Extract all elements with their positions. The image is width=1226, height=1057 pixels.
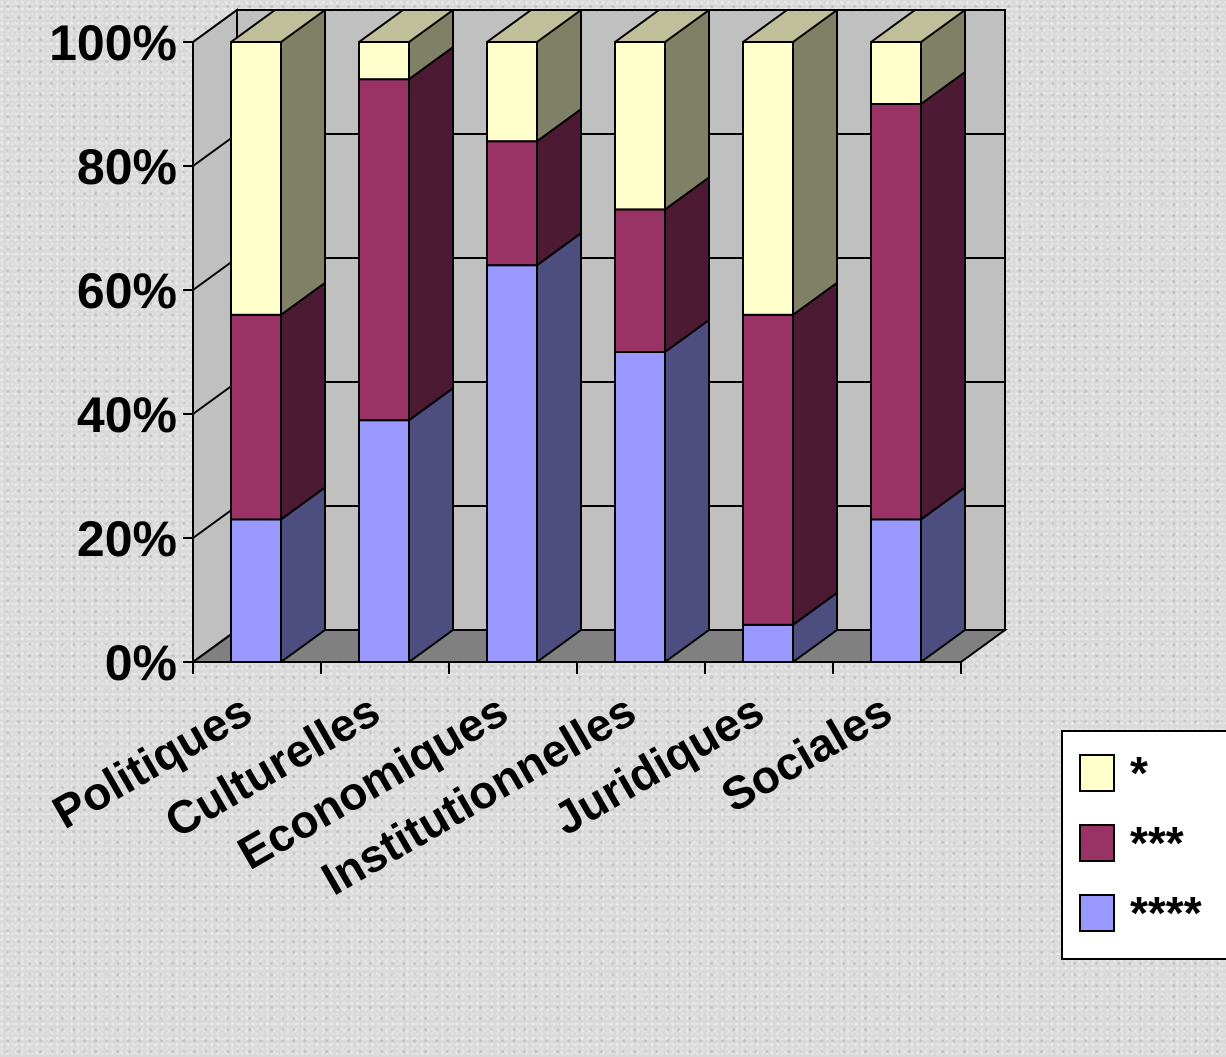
bar-segment: [614, 9, 710, 211]
bar-segment: [230, 9, 326, 316]
bar-side-face: [792, 9, 838, 316]
bar-side-face: [408, 46, 454, 422]
y-tick-label: 0%: [105, 635, 177, 691]
bar-side-face: [280, 9, 326, 316]
y-tick-label: 100%: [49, 15, 177, 71]
bar-segment: [870, 486, 966, 664]
y-tick-label: 80%: [77, 139, 177, 195]
legend-swatch: [1079, 824, 1115, 862]
bar-side-face: [664, 319, 710, 663]
bar-front-face: [486, 140, 538, 267]
bar-segment: [870, 71, 966, 521]
bar-front-face: [358, 41, 410, 81]
bar-segment: [742, 591, 838, 663]
bar-front-face: [358, 78, 410, 422]
legend-item: ****: [1079, 887, 1202, 939]
chart-bars: [230, 9, 966, 664]
bar-segment: [870, 9, 966, 105]
bar-side-face: [792, 281, 838, 626]
legend-swatch: [1079, 894, 1115, 932]
bar-side-face: [280, 281, 326, 521]
bar-side-face: [920, 71, 966, 521]
bar-segment: [486, 9, 582, 143]
bar-segment: [614, 176, 710, 353]
bar-front-face: [230, 313, 282, 521]
bar-front-face: [614, 41, 666, 211]
bar-front-face: [486, 264, 538, 663]
bar-segment: [486, 232, 582, 663]
bar-side-face: [408, 387, 454, 663]
legend-swatch: [1079, 754, 1115, 792]
chart-legend[interactable]: ********: [1061, 730, 1226, 960]
y-tick-label: 60%: [77, 263, 177, 319]
bar-top-face: [870, 9, 966, 43]
bar-segment: [230, 486, 326, 664]
bar-front-face: [870, 518, 922, 664]
bar-segment: [742, 281, 838, 626]
bar-front-face: [486, 41, 538, 143]
bar-side-face: [664, 9, 710, 211]
bar-front-face: [870, 41, 922, 105]
legend-item: *: [1079, 747, 1148, 799]
bar-segment: [230, 281, 326, 521]
bar-front-face: [230, 41, 282, 316]
bar-front-face: [614, 351, 666, 663]
y-tick-label: 20%: [77, 511, 177, 567]
y-axis-tick-labels: 0% 20% 40% 60% 80% 100%: [49, 15, 177, 691]
bar-front-face: [870, 103, 922, 521]
legend-label: *: [1130, 747, 1148, 799]
bar-top-face: [358, 9, 454, 43]
bar-segment: [358, 46, 454, 422]
bar-top-face: [486, 9, 582, 43]
legend-label: ****: [1130, 887, 1202, 939]
bar-front-face: [614, 208, 666, 353]
y-tick-label: 40%: [77, 387, 177, 443]
bar-top-face: [230, 9, 326, 43]
gridline: [192, 9, 1005, 43]
legend-label: ***: [1130, 817, 1184, 869]
bar-segment: [358, 9, 454, 81]
bar-segment: [742, 9, 838, 316]
chart-axes: [183, 41, 962, 674]
bar-front-face: [742, 41, 794, 316]
bar-segment: [614, 319, 710, 663]
bar-segment: [358, 387, 454, 664]
bar-top-face: [614, 9, 710, 43]
bar-side-face: [536, 232, 582, 663]
bar-front-face: [742, 313, 794, 626]
legend-item: ***: [1079, 817, 1184, 869]
bar-front-face: [230, 518, 282, 664]
bar-front-face: [358, 419, 410, 664]
bar-top-face: [742, 9, 838, 43]
bar-front-face: [742, 623, 794, 663]
x-axis-category-labels: PolitiquesCulturellesEconomiquesInstitut…: [44, 684, 900, 905]
